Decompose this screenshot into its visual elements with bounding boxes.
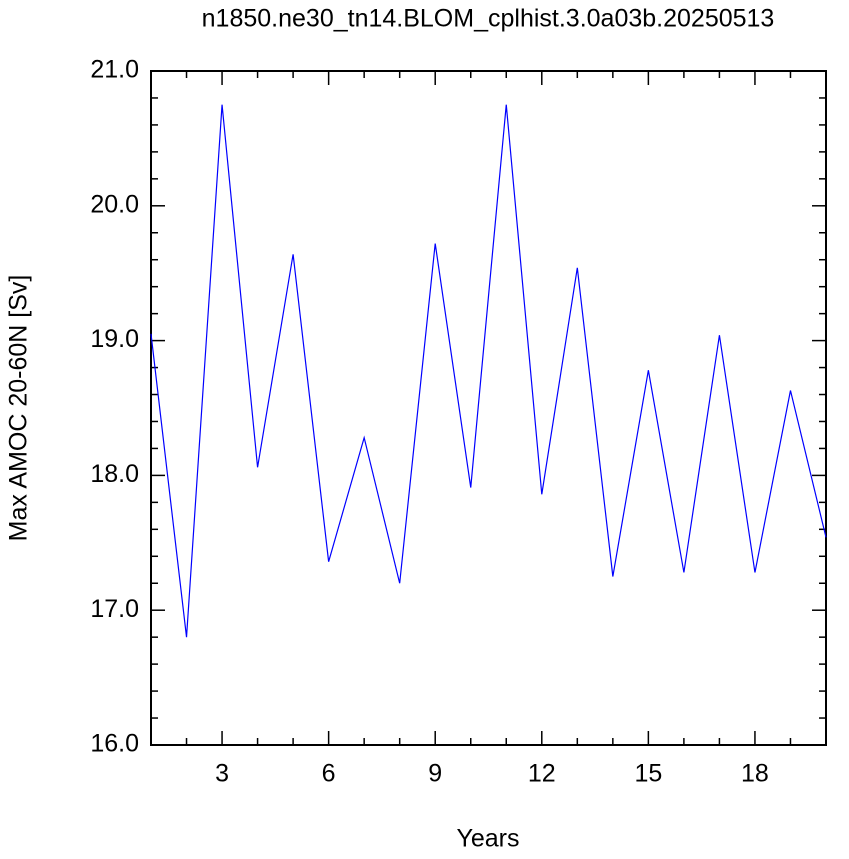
y-tick-label: 21.0 [90,56,139,84]
y-tick-label: 17.0 [90,595,139,623]
x-tick-label: 12 [528,760,556,788]
y-tick-label: 18.0 [90,460,139,488]
y-tick-label: 20.0 [90,190,139,218]
y-tick-label: 19.0 [90,325,139,353]
y-tick-label: 16.0 [90,730,139,758]
data-line [150,104,827,638]
x-tick-label: 6 [322,760,336,788]
x-tick-label: 3 [215,760,229,788]
chart-title: n1850.ne30_tn14.BLOM_cplhist.3.0a03b.202… [202,5,775,33]
plot-frame [150,70,827,746]
x-tick-label: 9 [428,760,442,788]
x-tick-label: 18 [741,760,769,788]
x-tick-label: 15 [634,760,662,788]
y-axis-label: Max AMOC 20-60N [Sv] [5,275,33,542]
x-axis-label: Years [456,825,519,853]
